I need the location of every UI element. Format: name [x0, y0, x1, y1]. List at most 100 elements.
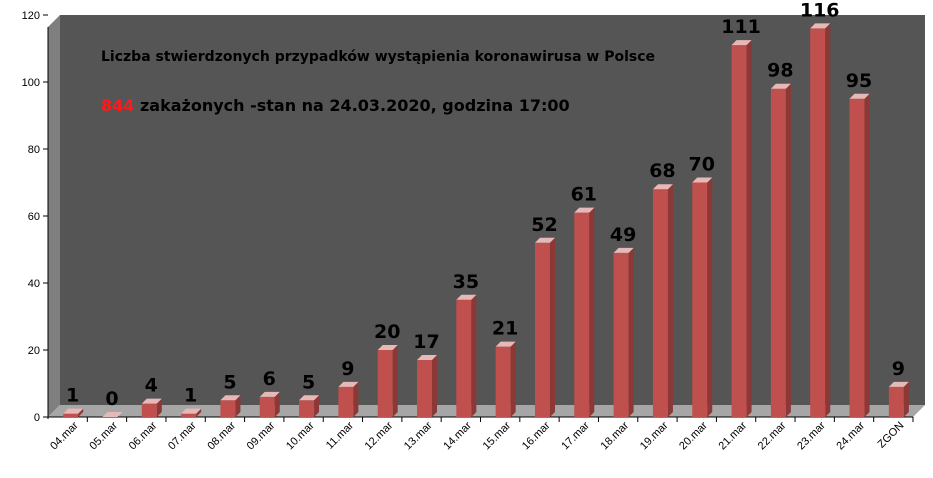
- bar-top: [456, 294, 477, 300]
- bar-front: [259, 396, 275, 417]
- bar-side: [196, 408, 202, 417]
- bar: [731, 40, 752, 418]
- x-tick-label: 20.mar: [677, 419, 710, 452]
- bar-top: [849, 93, 870, 99]
- bar-side: [235, 395, 241, 417]
- x-tick-label: 07.mar: [166, 419, 199, 452]
- x-tick-label: 17.mar: [559, 419, 592, 452]
- data-label: 52: [531, 214, 557, 236]
- bar-top: [770, 83, 791, 89]
- y-tick-label: 120: [22, 10, 40, 22]
- bar-side: [78, 408, 84, 417]
- data-label: 5: [302, 371, 315, 393]
- bar-top: [377, 345, 398, 350]
- bar: [338, 381, 359, 417]
- bar: [849, 93, 870, 417]
- x-tick-label: 10.mar: [284, 419, 317, 452]
- bar-side: [628, 247, 634, 417]
- y-tick-label: 20: [28, 345, 40, 357]
- bar-front: [849, 98, 865, 417]
- bar-front: [770, 88, 786, 417]
- bar: [417, 355, 438, 417]
- bar: [495, 341, 516, 417]
- data-label: 111: [721, 16, 761, 38]
- bar: [888, 381, 909, 417]
- bar: [299, 395, 320, 417]
- bar-top: [102, 412, 123, 417]
- bar-top: [888, 381, 909, 387]
- chart-subtitle: 844 zakażonych -stan na 24.03.2020, godz…: [101, 96, 570, 115]
- data-label: 70: [689, 154, 715, 176]
- bar-top: [338, 381, 359, 387]
- x-tick-label: 06.mar: [127, 419, 160, 452]
- data-label: 6: [263, 368, 276, 390]
- x-tick-label: 14.mar: [441, 419, 474, 452]
- data-labels: 1 0 4 1 5 6 5 9 20 17 35 21 52 61 49 68 70 111 98 116 95 9: [66, 0, 905, 410]
- subtitle-count: 844: [101, 96, 134, 115]
- bar-front: [888, 386, 904, 417]
- bar-top: [692, 177, 713, 183]
- x-tick-label: 11.mar: [324, 419, 356, 451]
- floor: [48, 405, 925, 417]
- x-tick-label: 16.mar: [520, 419, 553, 452]
- bar-side: [707, 177, 713, 417]
- y-tick-label: 100: [22, 77, 40, 89]
- bar-top: [181, 408, 202, 414]
- data-label: 61: [571, 184, 597, 206]
- data-label: 9: [341, 358, 354, 380]
- data-label: 35: [453, 271, 479, 293]
- bars: [63, 23, 909, 418]
- y-tick-label: 0: [34, 412, 40, 424]
- x-tick-label: 13.mar: [402, 419, 435, 452]
- bar-top: [534, 237, 555, 243]
- x-tick-label: 18.mar: [599, 419, 632, 452]
- bar-side: [746, 40, 752, 418]
- x-tick-label: 12.mar: [363, 419, 396, 452]
- x-tick-label: ZGON: [876, 420, 907, 451]
- side-wall: [48, 15, 60, 417]
- bar-side: [903, 381, 909, 417]
- bar-front: [495, 346, 511, 417]
- bar: [574, 207, 595, 417]
- bar: [259, 391, 280, 417]
- x-tick-label: 09.mar: [245, 419, 278, 452]
- x-tick-label: 15.mar: [481, 419, 514, 452]
- bar-front: [692, 182, 708, 417]
- bar-side: [785, 83, 791, 417]
- bar-side: [156, 398, 162, 417]
- x-tick-label: 05.mar: [87, 419, 120, 452]
- bar: [534, 237, 555, 417]
- bar-front: [652, 189, 668, 417]
- bar-top: [652, 184, 673, 190]
- bar: [810, 23, 831, 418]
- bar-front: [731, 45, 747, 418]
- bar: [141, 398, 162, 417]
- bar-side: [825, 23, 831, 418]
- bar: [692, 177, 713, 417]
- bar-side: [549, 237, 555, 417]
- data-label: 9: [892, 358, 905, 380]
- data-label: 4: [145, 375, 158, 397]
- bar-top: [299, 395, 320, 401]
- x-tick-label: 21.mar: [716, 419, 749, 452]
- bar: [377, 345, 398, 417]
- data-label: 1: [184, 385, 197, 407]
- bar-side: [392, 345, 398, 417]
- bar: [770, 83, 791, 417]
- data-label: 49: [610, 224, 636, 246]
- bar-front: [220, 400, 236, 417]
- bar-top: [613, 247, 634, 253]
- bar-front: [456, 299, 472, 417]
- y-tick-label: 60: [28, 211, 40, 223]
- x-tick-label: 22.mar: [756, 419, 789, 452]
- bar-front: [181, 413, 197, 417]
- x-tick-label: 19.mar: [638, 419, 671, 452]
- data-label: 116: [800, 0, 840, 21]
- bar-side: [510, 341, 516, 417]
- bar-side: [314, 395, 320, 417]
- y-tick-label: 80: [28, 144, 40, 156]
- bar-side: [353, 381, 359, 417]
- bar-top: [495, 341, 516, 347]
- bar-side: [471, 294, 477, 417]
